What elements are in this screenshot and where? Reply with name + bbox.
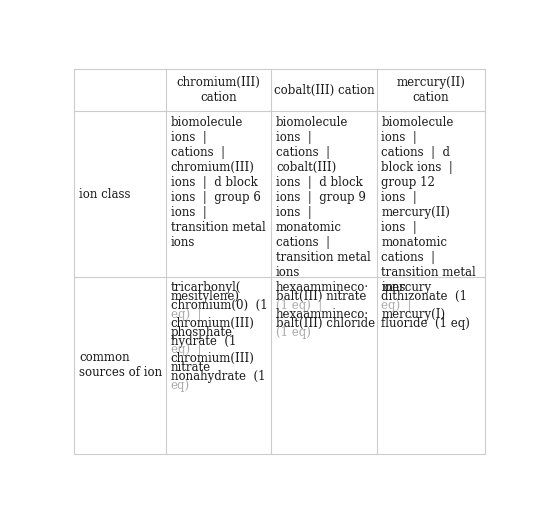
Text: chromium(0)  (1: chromium(0) (1 — [170, 299, 267, 312]
Text: balt(III) chloride: balt(III) chloride — [276, 317, 375, 330]
Text: chromium(III): chromium(III) — [170, 317, 254, 330]
Text: tricarbonyl(: tricarbonyl( — [170, 281, 241, 295]
Text: fluoride  (1 eq): fluoride (1 eq) — [381, 317, 470, 330]
Text: ion class: ion class — [79, 188, 130, 201]
Text: eq)  |: eq) | — [381, 299, 412, 312]
Text: (1 eq): (1 eq) — [276, 326, 311, 339]
Text: eq): eq) — [170, 379, 189, 392]
Text: hexaammineco·: hexaammineco· — [276, 308, 369, 321]
Text: phosphate: phosphate — [170, 326, 233, 339]
Text: nitrate: nitrate — [170, 361, 211, 374]
Text: mercury(I): mercury(I) — [381, 308, 446, 321]
Text: balt(III) nitrate: balt(III) nitrate — [276, 291, 366, 303]
Text: biomolecule
ions  |
cations  |
cobalt(III)
ions  |  d block
ions  |  group 9
ion: biomolecule ions | cations | cobalt(III)… — [276, 116, 371, 279]
Text: mercury: mercury — [381, 281, 431, 295]
Text: biomolecule
ions  |
cations  |  d
block ions  |
group 12
ions  |
mercury(II)
ion: biomolecule ions | cations | d block ion… — [381, 116, 476, 294]
Text: chromium(III)
cation: chromium(III) cation — [177, 76, 260, 104]
Text: cobalt(III) cation: cobalt(III) cation — [274, 84, 375, 97]
Text: hydrate  (1: hydrate (1 — [170, 334, 236, 347]
Text: eq)  |: eq) | — [170, 308, 201, 321]
Text: (1 eq)  |: (1 eq) | — [276, 299, 322, 312]
Text: nonahydrate  (1: nonahydrate (1 — [170, 370, 265, 383]
Text: mercury(II)
cation: mercury(II) cation — [396, 76, 465, 104]
Text: common
sources of ion: common sources of ion — [79, 352, 162, 379]
Text: hexaammineco·: hexaammineco· — [276, 281, 369, 295]
Text: chromium(III): chromium(III) — [170, 352, 254, 366]
Text: biomolecule
ions  |
cations  |
chromium(III)
ions  |  d block
ions  |  group 6
i: biomolecule ions | cations | chromium(II… — [170, 116, 265, 249]
Text: eq)  |: eq) | — [170, 343, 201, 357]
Text: mesitylene): mesitylene) — [170, 291, 240, 303]
Text: dithizonate  (1: dithizonate (1 — [381, 291, 467, 303]
